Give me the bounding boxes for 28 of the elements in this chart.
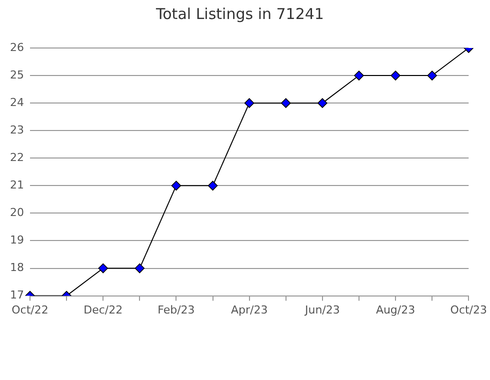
y-tick-label: 19	[10, 234, 24, 247]
x-tick-label: Oct/23	[450, 303, 488, 316]
y-tick-label: 18	[10, 261, 24, 274]
point	[134, 263, 145, 274]
point	[98, 263, 108, 274]
point	[427, 70, 437, 80]
point	[208, 180, 218, 191]
y-tick-label: 21	[10, 178, 24, 192]
x-tick-label: Apr/23	[230, 303, 268, 316]
chart-title: Total Listings in 71241	[155, 4, 324, 23]
x-tick-label: Aug/23	[376, 303, 416, 316]
y-tick-label: 22	[10, 150, 24, 164]
x-tick-label: Oct/22	[12, 303, 48, 316]
x-tick-label: Dec/22	[84, 303, 123, 316]
y-tick-label: 26	[10, 40, 24, 54]
point	[354, 70, 364, 80]
point	[318, 98, 328, 108]
point	[244, 98, 254, 108]
y-tick-label: 23	[10, 123, 24, 136]
point	[171, 180, 182, 191]
y-tick-label: 24	[10, 96, 24, 109]
y-tick-label: 17	[10, 288, 24, 302]
y-tick-label: 25	[10, 68, 24, 82]
x-tick-label: Feb/23	[158, 303, 195, 316]
y-tick-label: 20	[10, 206, 24, 220]
point	[390, 70, 400, 80]
point	[280, 98, 291, 108]
x-tick-label: Jun/23	[304, 303, 340, 316]
